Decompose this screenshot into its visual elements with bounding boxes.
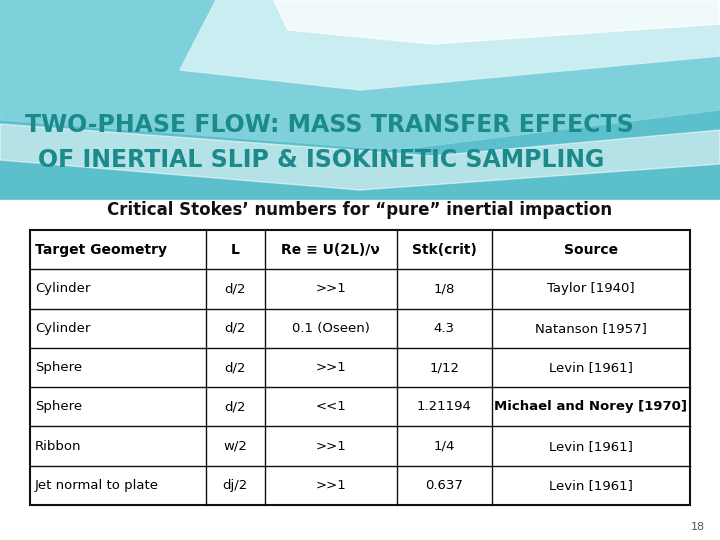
Polygon shape: [0, 124, 720, 190]
Text: 1/4: 1/4: [433, 440, 455, 453]
Text: Source: Source: [564, 242, 618, 256]
Polygon shape: [274, 0, 720, 44]
Text: Levin [1961]: Levin [1961]: [549, 361, 633, 374]
Text: 1/8: 1/8: [433, 282, 455, 295]
Text: Levin [1961]: Levin [1961]: [549, 440, 633, 453]
Text: >>1: >>1: [315, 479, 346, 492]
Text: TWO-PHASE FLOW: MASS TRANSFER EFFECTS: TWO-PHASE FLOW: MASS TRANSFER EFFECTS: [25, 113, 634, 137]
Text: 1/12: 1/12: [429, 361, 459, 374]
Text: 1.21194: 1.21194: [417, 400, 472, 413]
Text: <<1: <<1: [315, 400, 346, 413]
Text: Natanson [1957]: Natanson [1957]: [535, 322, 647, 335]
Text: 4.3: 4.3: [434, 322, 455, 335]
Text: Cylinder: Cylinder: [35, 322, 91, 335]
Text: d/2: d/2: [225, 400, 246, 413]
Text: Sphere: Sphere: [35, 361, 82, 374]
Text: Stk(crit): Stk(crit): [412, 242, 477, 256]
Text: 0.1 (Oseen): 0.1 (Oseen): [292, 322, 369, 335]
Bar: [0, 200, 720, 540]
Text: Ribbon: Ribbon: [35, 440, 81, 453]
Bar: [30, 230, 690, 505]
Text: dj/2: dj/2: [222, 479, 248, 492]
Text: Taylor [1940]: Taylor [1940]: [547, 282, 635, 295]
Text: Jet normal to plate: Jet normal to plate: [35, 479, 159, 492]
Text: d/2: d/2: [225, 361, 246, 374]
Polygon shape: [0, 0, 720, 150]
Text: >>1: >>1: [315, 440, 346, 453]
Text: 0.637: 0.637: [426, 479, 463, 492]
Polygon shape: [180, 0, 720, 90]
Text: L: L: [231, 242, 240, 256]
Text: 18: 18: [691, 522, 705, 532]
Text: Target Geometry: Target Geometry: [35, 242, 167, 256]
Text: w/2: w/2: [223, 440, 247, 453]
Text: OF INERTIAL SLIP & ISOKINETIC SAMPLING: OF INERTIAL SLIP & ISOKINETIC SAMPLING: [38, 148, 604, 172]
Bar: [0, 0, 720, 200]
Text: Levin [1961]: Levin [1961]: [549, 479, 633, 492]
Text: d/2: d/2: [225, 322, 246, 335]
Text: Cylinder: Cylinder: [35, 282, 91, 295]
Text: Sphere: Sphere: [35, 400, 82, 413]
Text: Re ≡ U(2L)/ν: Re ≡ U(2L)/ν: [282, 242, 380, 256]
Text: >>1: >>1: [315, 282, 346, 295]
Text: >>1: >>1: [315, 361, 346, 374]
Text: Michael and Norey [1970]: Michael and Norey [1970]: [495, 400, 688, 413]
Text: Critical Stokes’ numbers for “pure” inertial impaction: Critical Stokes’ numbers for “pure” iner…: [107, 201, 613, 219]
Text: d/2: d/2: [225, 282, 246, 295]
